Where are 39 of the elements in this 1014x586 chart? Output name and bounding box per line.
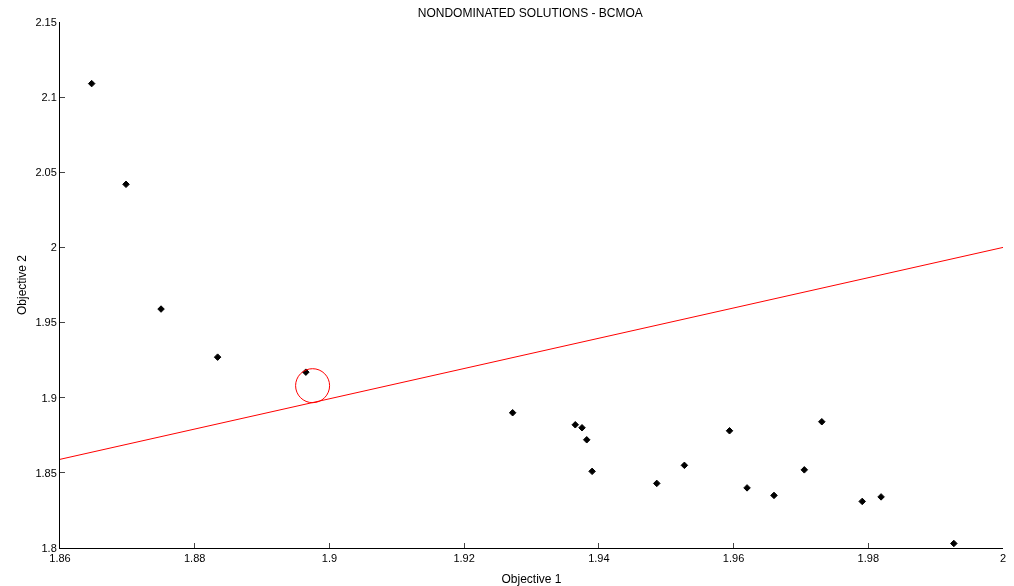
point xyxy=(800,466,809,474)
point xyxy=(87,79,96,88)
x-axis-title: Objective 1 xyxy=(501,572,562,586)
point xyxy=(877,493,885,501)
point xyxy=(588,467,596,476)
point xyxy=(770,491,778,500)
y-tick-label: 2.05 xyxy=(35,166,57,179)
y-tick-label: 1.85 xyxy=(35,466,57,479)
y-axis-title: Objective 2 xyxy=(15,254,29,316)
x-tick-label: 1.94 xyxy=(588,552,610,565)
y-tick-label: 1.9 xyxy=(41,391,57,404)
y-tick-label: 1.95 xyxy=(35,316,57,329)
point xyxy=(858,497,866,506)
point xyxy=(950,539,958,548)
point xyxy=(582,436,591,444)
point xyxy=(157,305,165,313)
x-tick-label: 1.98 xyxy=(857,552,879,565)
x-tick-label: 1.92 xyxy=(453,552,475,565)
x-tick-label: 1.9 xyxy=(321,552,338,565)
point xyxy=(725,427,734,435)
chart-title: NONDOMINATED SOLUTIONS - BCMOA xyxy=(417,6,643,21)
point xyxy=(743,484,751,492)
point xyxy=(213,353,222,361)
x-tick-label: 1.96 xyxy=(722,552,745,565)
x-tick-label: 2 xyxy=(999,552,1007,565)
x-tick-label: 1.86 xyxy=(49,552,71,565)
point xyxy=(508,408,517,417)
point xyxy=(122,180,130,189)
point xyxy=(295,368,331,404)
point xyxy=(680,461,689,470)
point xyxy=(571,421,580,429)
point xyxy=(653,479,661,488)
y-tick-label: 2 xyxy=(50,241,57,254)
y-tick-label: 2.15 xyxy=(35,15,57,28)
point xyxy=(818,418,826,426)
y-tick-label: 2.1 xyxy=(41,90,57,103)
y-tick-label: 1.8 xyxy=(41,541,57,554)
x-tick-label: 1.88 xyxy=(184,552,206,565)
point xyxy=(578,424,586,432)
